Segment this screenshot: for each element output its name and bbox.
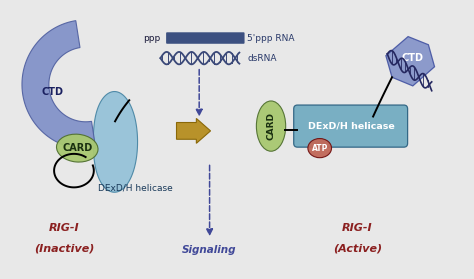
Text: ppp: ppp: [143, 33, 160, 42]
Ellipse shape: [256, 101, 286, 151]
Text: CARD: CARD: [62, 143, 92, 153]
Ellipse shape: [308, 139, 331, 158]
Text: RIG-I: RIG-I: [342, 223, 373, 233]
Text: 5'ppp RNA: 5'ppp RNA: [247, 33, 295, 42]
FancyBboxPatch shape: [166, 32, 245, 44]
Text: DExD/H helicase: DExD/H helicase: [308, 122, 395, 131]
FancyArrow shape: [176, 119, 210, 143]
Text: ATP: ATP: [311, 144, 328, 153]
Polygon shape: [22, 21, 96, 149]
Text: RIG-I: RIG-I: [49, 223, 80, 233]
Text: Signaling: Signaling: [182, 245, 237, 254]
Polygon shape: [386, 37, 435, 86]
Text: (Active): (Active): [333, 244, 382, 254]
Ellipse shape: [56, 134, 98, 162]
Text: CTD: CTD: [42, 87, 64, 97]
FancyBboxPatch shape: [294, 105, 408, 147]
Text: dsRNA: dsRNA: [247, 54, 277, 62]
Text: CARD: CARD: [266, 112, 275, 140]
Text: DExD/H helicase: DExD/H helicase: [98, 184, 173, 193]
Text: CTD: CTD: [402, 53, 424, 63]
Text: (Inactive): (Inactive): [34, 244, 95, 254]
Polygon shape: [93, 92, 137, 192]
